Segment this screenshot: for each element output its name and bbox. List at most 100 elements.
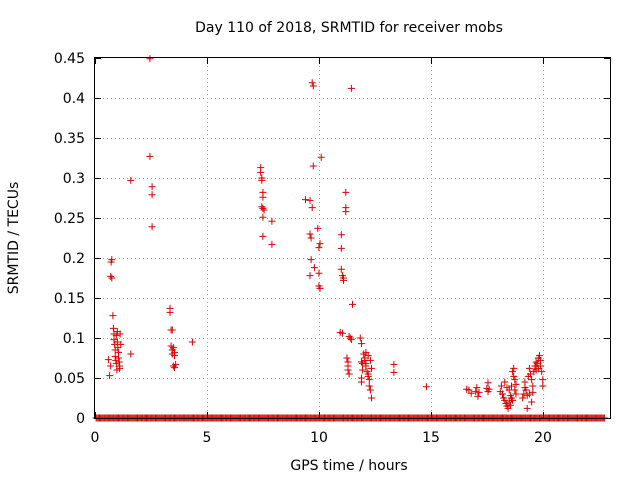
data-point	[104, 356, 112, 364]
data-point	[505, 398, 513, 406]
plot-frame	[94, 57, 611, 419]
data-point	[347, 336, 355, 344]
y-tick-label: 0	[76, 411, 85, 427]
data-point	[306, 196, 314, 204]
y-tick-label: 0.45	[54, 51, 85, 67]
data-point	[306, 230, 314, 238]
x-tick-label: 10	[310, 430, 328, 446]
data-point	[344, 366, 352, 374]
data-point	[309, 162, 317, 170]
data-point	[171, 352, 178, 360]
data-point	[525, 390, 533, 398]
data-point	[342, 208, 350, 216]
data-point	[519, 394, 527, 402]
chart-title: Day 110 of 2018, SRMTID for receiver mob…	[195, 20, 503, 36]
data-point	[509, 368, 517, 376]
data-point	[166, 308, 174, 316]
data-point	[390, 368, 398, 376]
data-point	[259, 204, 267, 212]
data-point	[467, 389, 475, 397]
data-point	[368, 364, 375, 372]
data-point	[108, 256, 116, 264]
data-point	[109, 312, 117, 320]
data-point	[359, 366, 367, 374]
data-point	[127, 176, 135, 184]
data-point	[512, 390, 520, 398]
data-point	[538, 368, 546, 376]
data-point	[108, 274, 116, 282]
data-point	[258, 176, 266, 184]
data-point	[511, 376, 519, 384]
data-point	[539, 382, 547, 390]
data-point	[473, 384, 481, 392]
data-point	[358, 340, 365, 348]
data-point	[499, 390, 506, 398]
data-point	[474, 392, 482, 400]
data-point	[259, 232, 267, 240]
y-axis-label: SRMTID / TECUs	[6, 182, 22, 295]
data-point	[501, 378, 509, 386]
data-point	[511, 386, 519, 394]
data-point	[508, 382, 515, 390]
data-point	[475, 388, 483, 396]
data-point	[106, 372, 114, 380]
data-point	[188, 338, 196, 346]
data-point	[308, 79, 316, 87]
data-point	[314, 224, 322, 232]
y-tick-label: 0.35	[54, 131, 85, 147]
data-point	[111, 352, 119, 360]
data-point	[365, 376, 373, 384]
data-point	[302, 196, 309, 204]
x-tick-label: 5	[203, 430, 212, 446]
data-point	[148, 191, 156, 199]
data-point	[510, 372, 518, 380]
data-point	[337, 231, 345, 239]
data-point	[366, 356, 374, 364]
data-point	[539, 376, 547, 384]
data-point	[358, 378, 365, 386]
data-point	[148, 223, 156, 231]
data-point	[113, 366, 121, 374]
data-point	[268, 217, 276, 225]
data-points	[92, 55, 608, 422]
data-point	[115, 354, 122, 362]
data-point	[525, 364, 533, 372]
y-tick-label: 0.4	[63, 91, 85, 107]
data-point	[259, 193, 267, 201]
data-point	[484, 379, 492, 387]
data-point	[521, 378, 529, 386]
data-point	[528, 376, 536, 384]
data-point	[148, 183, 156, 191]
x-tick-label: 15	[422, 430, 440, 446]
data-point	[310, 264, 318, 272]
x-axis-label: GPS time / hours	[290, 458, 407, 474]
data-point	[484, 388, 492, 396]
data-point	[268, 240, 276, 248]
data-point	[366, 386, 374, 394]
grid	[95, 58, 610, 418]
y-tick-label: 0.25	[54, 211, 85, 227]
y-tick-label: 0.05	[54, 371, 85, 387]
y-tick-label: 0.1	[63, 331, 85, 347]
data-point	[127, 350, 135, 358]
data-point	[503, 384, 511, 392]
data-point	[506, 401, 514, 409]
data-point	[169, 344, 177, 352]
data-point	[316, 284, 324, 292]
data-point	[146, 55, 154, 63]
axis-ticks	[95, 58, 610, 419]
data-point	[522, 386, 530, 394]
y-tick-labels: 0 0.05 0.1 0.15 0.2 0.25 0.3 0.35 0.4 0.45	[54, 51, 85, 427]
data-point	[306, 272, 314, 280]
data-point	[362, 362, 370, 370]
data-point	[337, 244, 345, 252]
data-point	[349, 300, 356, 308]
data-point	[109, 324, 117, 332]
data-point	[307, 256, 315, 264]
data-point	[114, 344, 122, 352]
data-point	[529, 388, 537, 396]
data-point	[365, 382, 373, 390]
data-point	[472, 388, 480, 396]
data-point	[107, 272, 115, 280]
data-point	[346, 334, 354, 342]
